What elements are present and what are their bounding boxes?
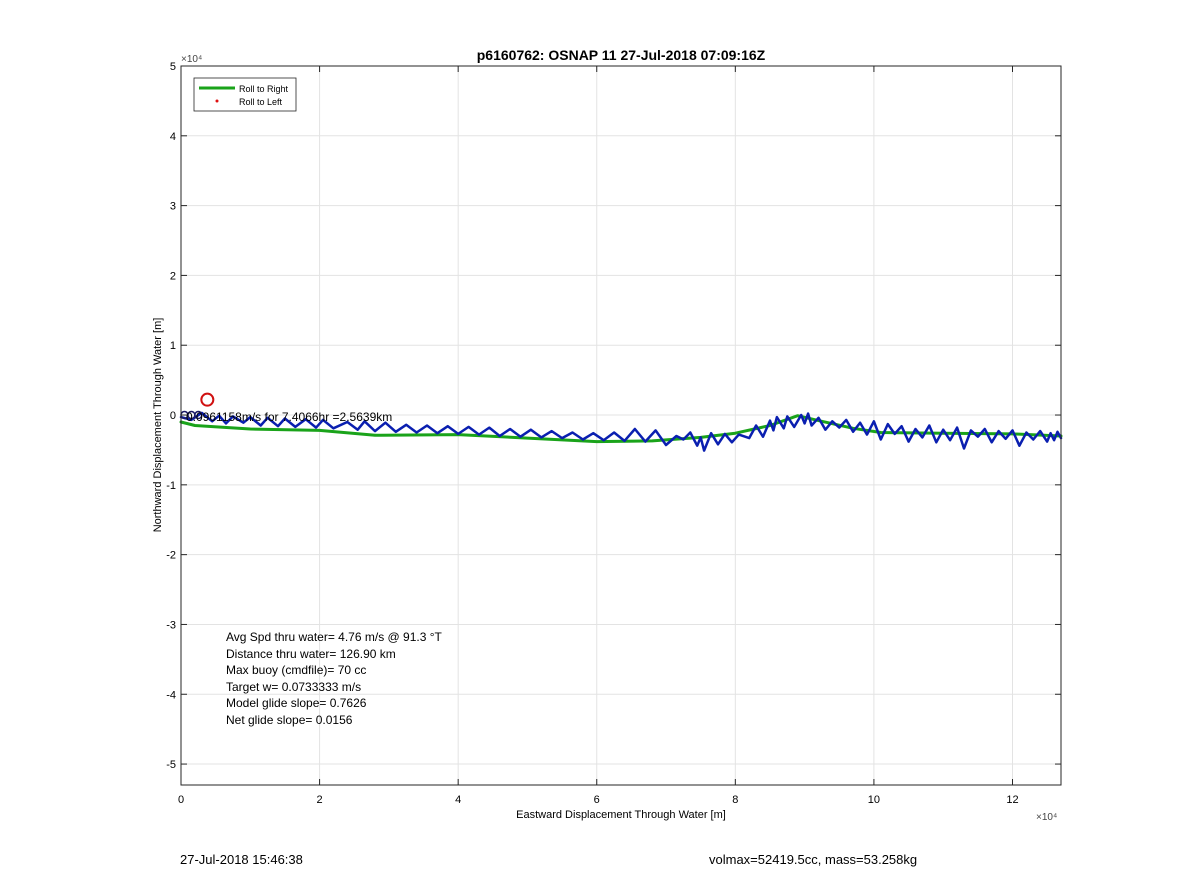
stat-target-w: Target w= 0.0733333 m/s (226, 680, 361, 694)
footer-timestamp: 27-Jul-2018 15:46:38 (180, 852, 303, 867)
chart-title: p6160762: OSNAP 11 27-Jul-2018 07:09:16Z (477, 47, 766, 63)
stat-distance: Distance thru water= 126.90 km (226, 647, 396, 661)
x-tick-label: 2 (317, 794, 323, 806)
legend-box (193, 77, 297, 112)
y-tick-label: 0 (170, 410, 176, 422)
series-line-track (179, 411, 1063, 452)
stat-net-glide: Net glide slope= 0.0156 (226, 713, 353, 727)
stats-block: Avg Spd thru water= 4.76 m/s @ 91.3 °T D… (226, 630, 443, 727)
x-tick-label: 8 (732, 794, 738, 806)
stat-max-buoy: Max buoy (cmdfile)= 70 cc (226, 663, 366, 677)
y-tick-label: 5 (170, 61, 176, 73)
y-tick-label: 4 (170, 131, 176, 143)
x-tick-label: 4 (455, 794, 461, 806)
stat-avg-speed: Avg Spd thru water= 4.76 m/s @ 91.3 °T (226, 630, 443, 644)
y-tick-label: 3 (170, 201, 176, 213)
axes-box (180, 65, 1062, 786)
surface-position-marker (200, 392, 215, 407)
current-label: 0.0961158m/s for 7.4066hr =2.5639km (186, 410, 392, 424)
y-tick-label: -5 (166, 759, 176, 771)
x-axis-label: Eastward Displacement Through Water [m] (516, 809, 726, 821)
footer-volmax-mass: volmax=52419.5cc, mass=53.258kg (709, 852, 918, 867)
y-tick-label: -4 (166, 689, 176, 701)
x-tick-label: 0 (178, 794, 184, 806)
y-tick-label: -2 (166, 550, 176, 562)
stat-model-glide: Model glide slope= 0.7626 (226, 696, 367, 710)
y-tick-label: -3 (166, 619, 176, 631)
x-tick-label: 10 (868, 794, 880, 806)
legend: Roll to Right Roll to Left (193, 77, 297, 112)
y-tick-label: -1 (166, 480, 176, 492)
x-tick-label: 12 (1006, 794, 1018, 806)
dive-start-marker (194, 410, 203, 420)
y-axis-label: Northward Displacement Through Water [m] (152, 318, 164, 533)
y-tick-label: 2 (170, 270, 176, 282)
plot-area (181, 66, 1061, 785)
x-tick-label: 6 (594, 794, 600, 806)
x-axis-exponent: ×10⁴ (1036, 812, 1057, 823)
legend-label-roll-left: Roll to Left (239, 97, 283, 107)
y-axis-exponent: ×10⁴ (181, 54, 202, 65)
legend-dot-roll-left (215, 99, 219, 103)
grid-lines (180, 65, 1061, 785)
y-tick-label: 1 (170, 340, 176, 352)
legend-label-roll-right: Roll to Right (239, 84, 289, 94)
